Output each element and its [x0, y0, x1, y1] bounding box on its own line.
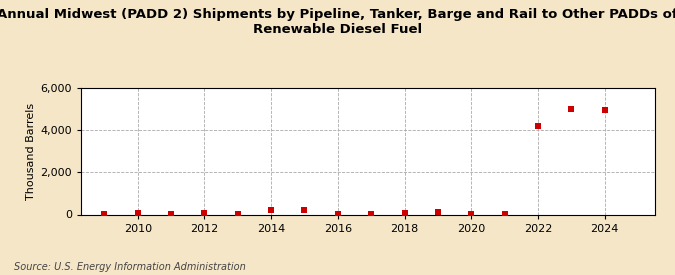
Point [433, 210, 443, 214]
Point [299, 207, 310, 212]
Point [399, 211, 410, 216]
Point [132, 210, 143, 215]
Point [500, 212, 510, 216]
Point [199, 211, 210, 215]
Point [165, 212, 176, 216]
Point [466, 212, 477, 216]
Text: Source: U.S. Energy Information Administration: Source: U.S. Energy Information Administ… [14, 262, 245, 272]
Point [566, 107, 576, 111]
Point [366, 212, 377, 216]
Y-axis label: Thousand Barrels: Thousand Barrels [26, 103, 36, 200]
Point [599, 108, 610, 112]
Point [333, 212, 344, 216]
Point [232, 212, 243, 216]
Point [266, 208, 277, 213]
Point [99, 212, 110, 217]
Point [533, 124, 543, 128]
Text: Annual Midwest (PADD 2) Shipments by Pipeline, Tanker, Barge and Rail to Other P: Annual Midwest (PADD 2) Shipments by Pip… [0, 8, 675, 36]
